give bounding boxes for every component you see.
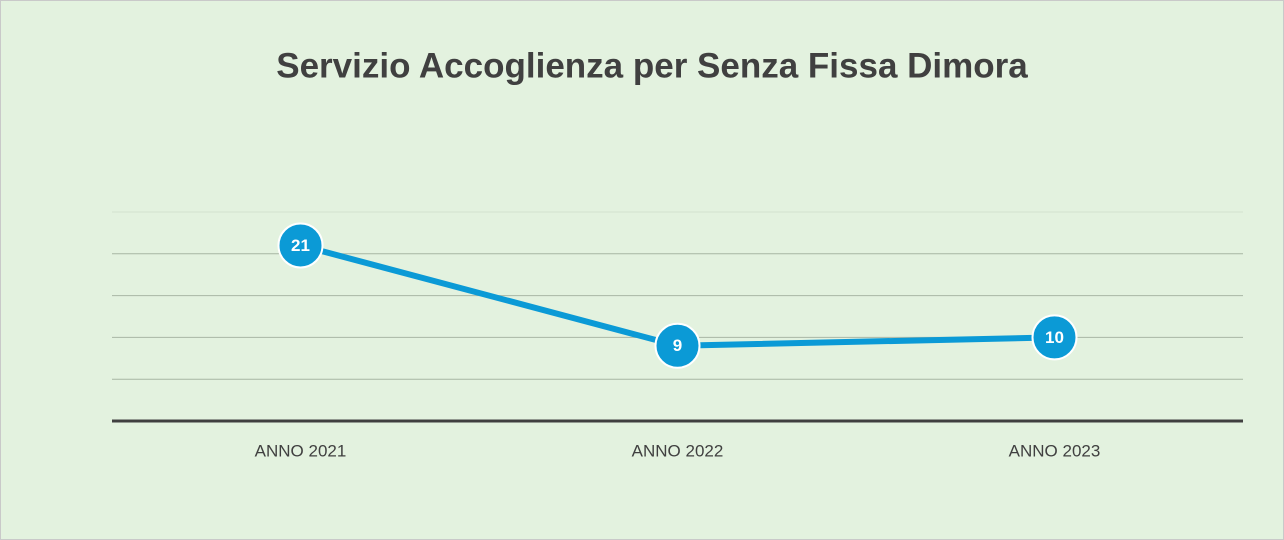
- data-label: 9: [673, 336, 682, 355]
- x-tick-label: ANNO 2022: [632, 441, 724, 460]
- data-label: 21: [291, 236, 310, 255]
- x-tick-label: ANNO 2023: [1009, 441, 1101, 460]
- x-tick-label: ANNO 2021: [255, 441, 347, 460]
- marker: [277, 222, 324, 269]
- marker: [654, 322, 701, 369]
- chart-title: Servizio Accoglienza per Senza Fissa Dim…: [276, 46, 1028, 85]
- marker: [1031, 314, 1078, 361]
- data-label: 10: [1045, 328, 1064, 347]
